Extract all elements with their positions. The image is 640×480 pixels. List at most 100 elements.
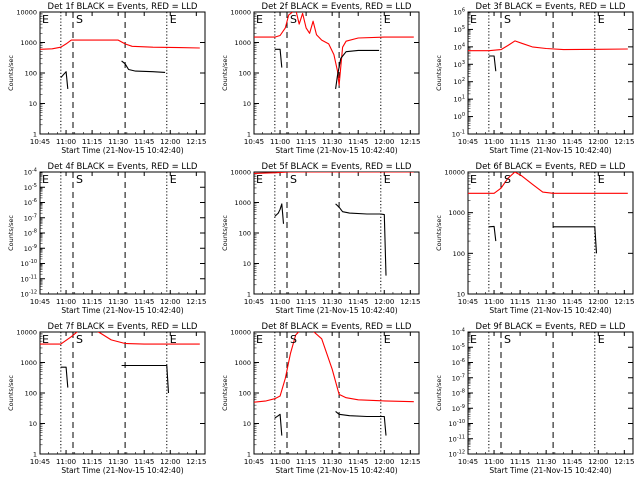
lld-series-line: [40, 39, 200, 50]
time-marker-label: E: [470, 173, 477, 186]
events-series-line: [553, 226, 598, 254]
x-tick-label: 11:45: [348, 458, 368, 466]
x-tick-label: 11:30: [322, 298, 342, 306]
plot-panel-3: Det 3f BLACK = Events, RED = LLD 10:45 11:…: [435, 2, 634, 155]
plot-frame: [467, 171, 634, 295]
y-tick-label: 10-7: [452, 373, 465, 382]
y-tick-label: 10-9: [452, 404, 465, 413]
x-tick-label: 11:45: [134, 458, 154, 466]
x-tick-label: 11:45: [134, 298, 154, 306]
x-tick-label: 11:45: [562, 298, 582, 306]
y-axis-label: Counts/sec: [221, 55, 229, 91]
plot-frame: [39, 331, 206, 455]
x-tick-label: 12:15: [614, 298, 634, 306]
x-axis-label: Start Time (21-Nov-15 10:42:40): [61, 306, 183, 315]
y-tick-label: 100: [239, 390, 251, 398]
x-tick-label: 11:45: [348, 298, 368, 306]
y-tick-label: 10-6: [452, 358, 465, 367]
y-axis-label: Counts/sec: [7, 55, 15, 91]
plot-data: [40, 12, 200, 134]
y-tick-label: 1: [33, 451, 37, 459]
x-tick-label: 11:15: [510, 458, 530, 466]
y-tick-label: 100: [239, 230, 251, 238]
y-axis-label: Counts/sec: [221, 215, 229, 251]
x-tick-label: 11:30: [322, 458, 342, 466]
plot-frame: [467, 331, 634, 455]
events-series-line: [488, 225, 497, 242]
y-tick-label: 102: [454, 77, 465, 86]
y-tick-label: 100: [454, 112, 465, 121]
x-tick-label: 11:00: [484, 458, 504, 466]
plot-panel-6: Det 6f BLACK = Events, RED = LLD 10:45 11:…: [435, 162, 634, 315]
y-tick-label: 1: [247, 131, 251, 139]
y-tick-label: 100: [25, 390, 37, 398]
time-marker-label: E: [384, 333, 391, 346]
x-tick-label: 10:45: [244, 298, 264, 306]
plot-data: [468, 12, 628, 134]
x-tick-label: 11:00: [270, 298, 290, 306]
plot-panel-8: Det 8f BLACK = Events, RED = LLD 10:45 11:…: [221, 322, 420, 475]
x-axis-label: Start Time (21-Nov-15 10:42:40): [489, 306, 611, 315]
plot-title: Det 7f BLACK = Events, RED = LLD: [48, 322, 198, 332]
x-tick-label: 11:15: [82, 298, 102, 306]
y-axis-label: Counts/sec: [221, 375, 229, 411]
plot-title: Det 5f BLACK = Events, RED = LLD: [262, 162, 412, 172]
y-tick-label: 101: [454, 95, 465, 104]
x-tick-label: 11:15: [296, 298, 316, 306]
x-tick-label: 12:00: [588, 298, 608, 306]
x-tick-label: 12:00: [374, 458, 394, 466]
x-tick-label: 12:00: [374, 138, 394, 146]
lld-series-line: [254, 172, 414, 174]
x-tick-label: 11:00: [56, 458, 76, 466]
plot-data: [254, 172, 414, 294]
x-tick-label: 12:00: [374, 298, 394, 306]
time-marker-label: E: [598, 333, 605, 346]
plot-frame: [467, 11, 634, 135]
plot-title: Det 1f BLACK = Events, RED = LLD: [48, 2, 198, 12]
time-marker-label: S: [504, 13, 511, 26]
y-tick-label: 10-5: [452, 343, 465, 352]
y-tick-label: 1000: [234, 39, 251, 47]
plot-data: [254, 332, 414, 454]
x-axis-label: Start Time (21-Nov-15 10:42:40): [61, 466, 183, 475]
x-tick-label: 11:00: [56, 298, 76, 306]
x-tick-label: 11:45: [562, 458, 582, 466]
y-tick-label: 105: [454, 25, 465, 34]
y-tick-label: 10000: [230, 9, 251, 17]
plot-data: [468, 172, 628, 294]
x-tick-label: 12:15: [186, 458, 206, 466]
time-marker-label: E: [470, 333, 477, 346]
time-marker-label: S: [504, 173, 511, 186]
y-tick-label: 1: [247, 451, 251, 459]
time-marker-label: E: [42, 13, 49, 26]
x-tick-label: 11:30: [536, 458, 556, 466]
events-series-line: [274, 413, 283, 436]
time-marker-label: E: [384, 173, 391, 186]
y-tick-label: 100: [25, 70, 37, 78]
events-series-line: [274, 203, 285, 224]
time-marker-label: E: [170, 173, 177, 186]
time-marker-label: S: [76, 173, 83, 186]
time-marker-label: E: [170, 333, 177, 346]
y-tick-label: 10-7: [24, 213, 37, 222]
y-tick-label: 10-11: [449, 434, 465, 443]
events-series-line: [335, 203, 387, 276]
time-marker-label: E: [170, 13, 177, 26]
y-tick-label: 10000: [444, 169, 465, 177]
x-tick-label: 11:30: [108, 298, 128, 306]
plot-title: Det 9f BLACK = Events, RED = LLD: [476, 322, 626, 332]
y-tick-label: 10-5: [24, 183, 37, 192]
lld-series-line: [254, 12, 414, 86]
plot-frame: [39, 171, 206, 295]
y-tick-label: 10-10: [449, 419, 465, 428]
y-tick-label: 1000: [234, 199, 251, 207]
x-tick-label: 11:00: [270, 458, 290, 466]
y-tick-label: 10000: [230, 169, 251, 177]
x-tick-label: 12:00: [160, 298, 180, 306]
time-marker-label: E: [42, 333, 49, 346]
time-marker-label: E: [256, 333, 263, 346]
y-axis-label: Counts/sec: [7, 375, 15, 411]
y-tick-label: 100: [453, 250, 465, 258]
y-tick-label: 1000: [20, 359, 37, 367]
x-tick-label: 10:45: [458, 458, 478, 466]
